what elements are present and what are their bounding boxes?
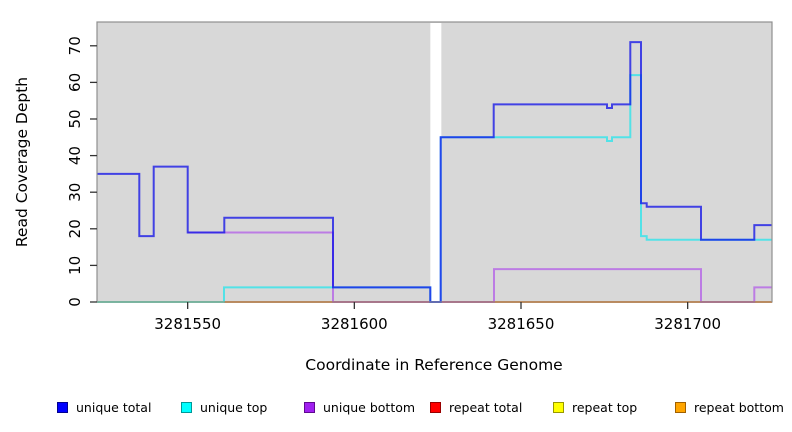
y-tick-label-5: 50 xyxy=(66,109,84,128)
chart-layers: 3281550 3281600 3281650 3281700 0 10 20 30 40 50 6… xyxy=(66,21,773,333)
x-tick-label-1: 3281600 xyxy=(321,315,388,333)
legend-item-unique-total: unique total xyxy=(57,398,151,416)
legend-label: repeat bottom xyxy=(694,399,784,415)
legend-item-repeat-bottom: repeat bottom xyxy=(675,398,784,416)
legend-swatch-icon xyxy=(57,401,68,413)
y-axis-title: Read Coverage Depth xyxy=(13,77,31,247)
legend: unique total unique top unique bottom repea… xyxy=(0,398,792,418)
x-axis-title: Coordinate in Reference Genome xyxy=(305,356,562,374)
legend-label: repeat total xyxy=(449,399,523,415)
y-tick-label-2: 20 xyxy=(66,219,84,238)
masked-region xyxy=(430,23,442,309)
y-tick-label-0: 0 xyxy=(66,297,84,307)
plot-border xyxy=(96,21,773,303)
legend-label: repeat top xyxy=(572,399,638,415)
legend-swatch-icon xyxy=(430,401,441,413)
y-tick-label-3: 30 xyxy=(66,183,84,202)
legend-item-repeat-top: repeat top xyxy=(553,398,637,416)
legend-label: unique top xyxy=(200,399,268,415)
legend-item-unique-top: unique top xyxy=(181,398,267,416)
legend-label: unique bottom xyxy=(323,399,416,415)
legend-swatch-icon xyxy=(553,401,564,413)
legend-swatch-icon xyxy=(675,401,686,413)
series-unique-total xyxy=(97,41,772,303)
legend-label: unique total xyxy=(76,399,152,415)
chart-svg: 3281550 3281600 3281650 3281700 0 10 20 30 40 50 6… xyxy=(13,21,773,374)
x-tick-label-0: 3281550 xyxy=(154,315,221,333)
legend-swatch-icon xyxy=(181,401,192,413)
y-tick-label-4: 40 xyxy=(66,146,84,165)
y-tick-label-7: 70 xyxy=(66,36,84,55)
x-tick-label-2: 3281650 xyxy=(488,315,555,333)
legend-item-repeat-total: repeat total xyxy=(430,398,522,416)
x-tick-label-3: 3281700 xyxy=(654,315,721,333)
y-tick-label-6: 60 xyxy=(66,73,84,92)
legend-item-unique-bottom: unique bottom xyxy=(304,398,415,416)
legend-swatch-icon xyxy=(304,401,315,413)
y-tick-label-1: 10 xyxy=(66,256,84,275)
